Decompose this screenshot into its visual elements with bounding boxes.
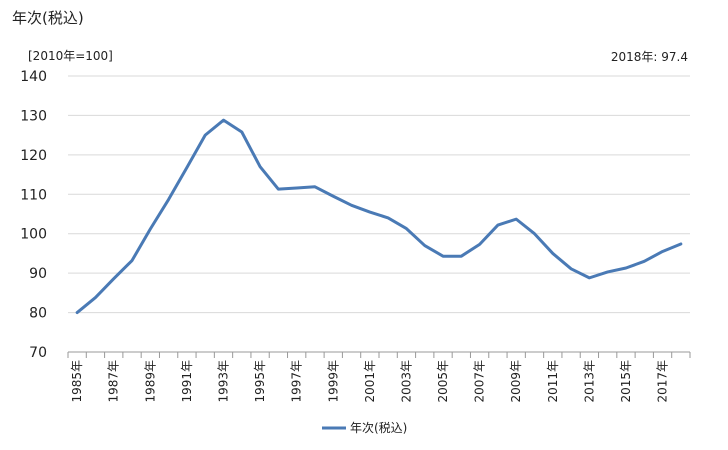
- x-tick-label: 1999年: [326, 360, 340, 403]
- x-tick-label: 2011年: [546, 360, 560, 403]
- y-tick-label: 70: [29, 345, 47, 361]
- x-tick-label: 1985年: [70, 360, 84, 403]
- x-tick-label: 1989年: [143, 360, 157, 403]
- y-tick-label: 140: [20, 69, 47, 85]
- unit-label: [2010年=100]: [28, 49, 113, 63]
- y-tick-label: 110: [20, 187, 47, 203]
- x-tick-label: 1993年: [217, 360, 231, 403]
- series-line: [75, 118, 683, 315]
- x-tick-label: 1991年: [180, 360, 194, 403]
- chart-title: 年次(税込): [12, 9, 84, 27]
- x-tick-label: 2015年: [619, 360, 633, 403]
- x-tick-label: 2005年: [436, 360, 450, 403]
- y-tick-label: 80: [29, 306, 47, 322]
- y-tick-label: 100: [20, 227, 47, 243]
- y-tick-label: 120: [20, 148, 47, 164]
- x-tick-label: 2007年: [473, 360, 487, 403]
- latest-value-annotation: 2018年: 97.4: [610, 50, 688, 64]
- x-tick-label: 2009年: [509, 360, 523, 403]
- legend-label: 年次(税込): [350, 421, 407, 435]
- y-tick-label: 90: [29, 266, 47, 282]
- x-tick-label: 2001年: [363, 360, 377, 403]
- x-tick-label: 2003年: [399, 360, 413, 403]
- y-tick-label: 130: [20, 108, 47, 124]
- x-tick-label: 1997年: [290, 360, 304, 403]
- x-tick-label: 2017年: [656, 360, 670, 403]
- x-tick-label: 2013年: [582, 360, 596, 403]
- x-tick-label: 1995年: [253, 360, 267, 403]
- x-tick-label: 1987年: [107, 360, 121, 403]
